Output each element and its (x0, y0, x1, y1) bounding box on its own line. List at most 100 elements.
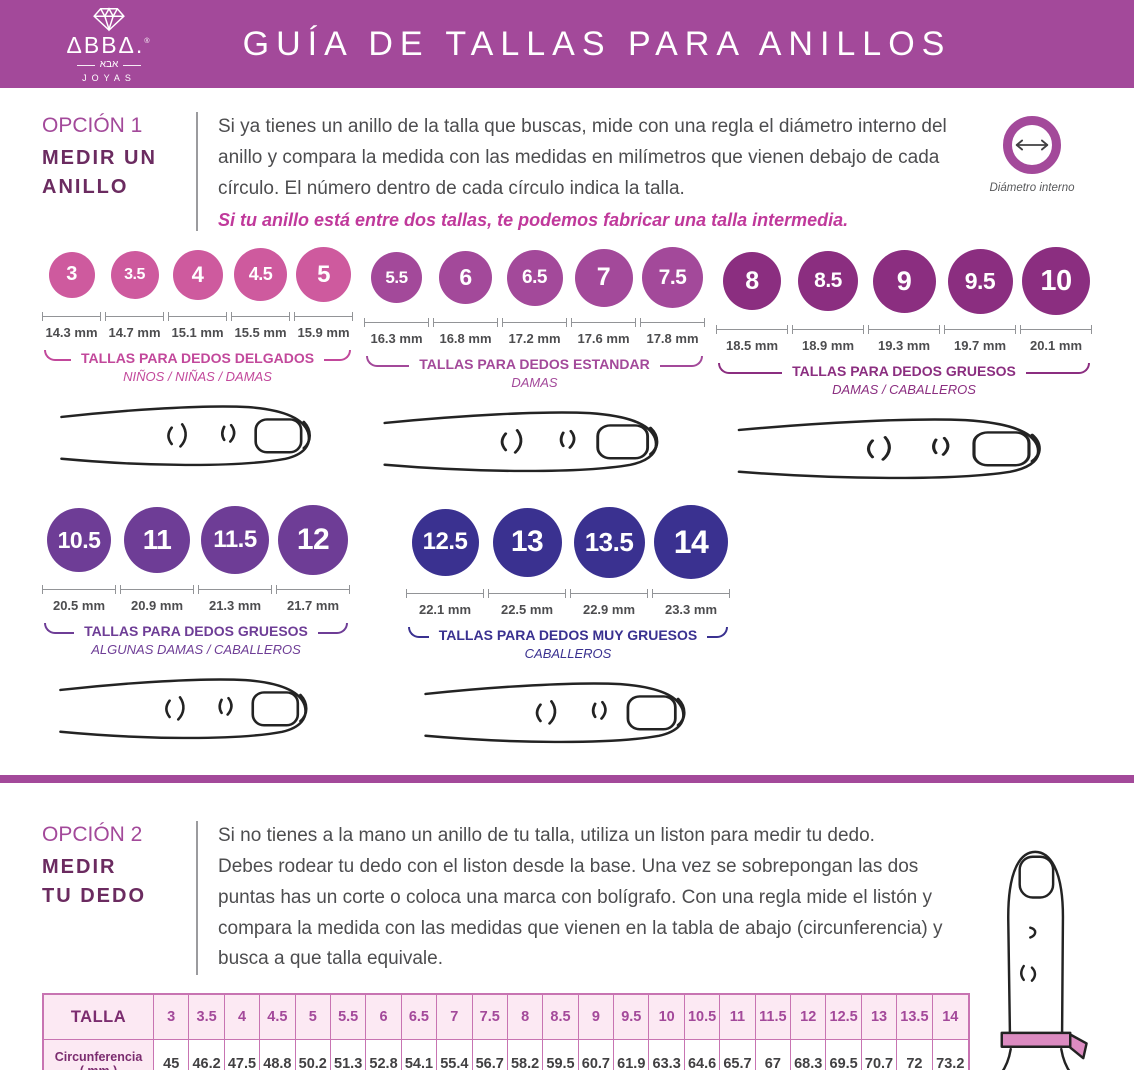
header: ΔBBΔ.® אבא JOYAS GUÍA DE TALLAS PARA ANI… (0, 0, 1134, 88)
size-circle: 12.5 (411, 508, 479, 576)
size-circles-row: 10.5 20.5 mm 11 20.9 mm 11.5 21.3 mm 12 21.7 mm (42, 505, 350, 613)
table-size-cell: 8 (507, 995, 544, 1041)
diameter-bracket (640, 318, 705, 328)
group-label: TALLAS PARA DEDOS MUY GRUESOS (438, 627, 698, 644)
diameter-value: 17.2 mm (508, 331, 561, 347)
brace-hook-left (718, 362, 783, 374)
table-circumference-cell: 68.3 (791, 1040, 827, 1070)
size-circle-box: 14 (654, 505, 728, 580)
size-groups-row-2: 10.5 20.5 mm 11 20.9 mm 11.5 21.3 mm 12 21.7 mm… (0, 505, 1134, 753)
brace-hook-left (44, 349, 71, 361)
table-size-cell: 5 (295, 995, 331, 1041)
size-item: 11.5 21.3 mm (198, 505, 272, 613)
diameter-bracket (502, 318, 567, 328)
table-circumference-cell: 73.2 (932, 1040, 968, 1070)
size-circle: 3 (48, 251, 95, 298)
brace-hook-right (1025, 362, 1091, 374)
table-size-cell: 13.5 (897, 995, 933, 1041)
table-circumference-cell: 67 (755, 1040, 792, 1070)
table-circumference-cell: 63.3 (649, 1040, 685, 1070)
size-circle: 8.5 (798, 251, 858, 312)
table-circumference-cell: 61.9 (614, 1040, 650, 1070)
finger-vertical-drawing (1000, 850, 1088, 1070)
diameter-bracket (792, 325, 864, 335)
size-group-gruesos-2: 10.5 20.5 mm 11 20.9 mm 11.5 21.3 mm 12 21.7 mm… (42, 505, 350, 753)
finger-horizontal-drawing (383, 411, 659, 473)
option2-kicker: OPCIÓN 2 (42, 823, 143, 847)
diameter-value: 19.7 mm (953, 338, 1007, 354)
diameter-value: 15.5 mm (234, 325, 287, 341)
diameter-value: 17.8 mm (646, 331, 699, 347)
size-circle-box: 3.5 (110, 247, 159, 302)
size-item: 7 17.6 mm (571, 247, 636, 346)
table-circumference-cell: 48.8 (260, 1040, 296, 1070)
table-size-cell: 13 (861, 995, 898, 1041)
brace-hook-left (408, 626, 429, 638)
diameter-bracket (716, 325, 788, 335)
size-circle-box: 11.5 (201, 505, 269, 575)
brace-hook-left (366, 355, 410, 367)
size-circle-box: 10.5 (47, 505, 111, 575)
size-group-gruesos: 8 18.5 mm 8.5 18.9 mm 9 19.3 mm 9.5 19.7 mm 10 20… (716, 247, 1092, 489)
diameter-bracket (406, 589, 484, 599)
diameter-value: 17.6 mm (577, 331, 630, 347)
size-circle-box: 9 (872, 247, 936, 315)
table-circumference-cell: 56.7 (472, 1040, 508, 1070)
diameter-bracket (571, 318, 636, 328)
size-circle: 9 (872, 249, 936, 313)
diameter-value: 14.3 mm (45, 325, 98, 341)
size-circle-box: 7 (574, 247, 633, 308)
page-title: GUÍA DE TALLAS PARA ANILLOS (242, 24, 952, 63)
table-size-cell: 11 (720, 995, 756, 1041)
table-circumference-cell: 59.5 (543, 1040, 579, 1070)
size-circle: 10 (1022, 247, 1090, 316)
table-size-cell: 3 (154, 995, 190, 1041)
diameter-bracket (570, 589, 648, 599)
size-circle: 5.5 (371, 252, 422, 304)
brand-logo: ΔBBΔ.® אבא JOYAS (54, 6, 164, 83)
size-item: 12 21.7 mm (276, 505, 350, 613)
table-size-cell: 10 (649, 995, 685, 1041)
size-circle: 5 (296, 247, 351, 303)
size-item: 3.5 14.7 mm (105, 247, 164, 340)
brace-hook-right (317, 622, 349, 634)
diameter-bracket (42, 585, 116, 595)
size-circle-box: 5 (296, 247, 351, 303)
logo-line-right (123, 64, 142, 66)
group-brace: TALLAS PARA DEDOS DELGADOS (42, 349, 353, 367)
size-item: 14 23.3 mm (652, 505, 730, 617)
option1-title-line1: MEDIR UN (42, 147, 157, 169)
finger-ribbon-illustration (980, 821, 1092, 1070)
table-row-header-line2: ( mm ) (80, 1064, 118, 1070)
option1-title: MEDIR UN ANILLO (42, 144, 180, 202)
size-circle-box: 6 (439, 247, 492, 308)
table-size-cell: 12 (791, 995, 827, 1041)
size-circle: 12 (278, 505, 348, 576)
logo-line-left (76, 64, 95, 66)
logo-hebrew-text: אבא (99, 59, 119, 70)
finger-horizontal-drawing (737, 418, 1041, 480)
diameter-bracket (868, 325, 940, 335)
table-circumference-cell: 47.5 (224, 1040, 261, 1070)
diameter-arrow-icon (1015, 139, 1049, 151)
size-item: 4.5 15.5 mm (231, 247, 290, 340)
table-circumference-cell: 70.7 (861, 1040, 898, 1070)
option2-section: OPCIÓN 2 MEDIR TU DEDO Si no tienes a la… (0, 821, 1134, 1070)
size-item: 10 20.1 mm (1020, 247, 1092, 353)
diameter-value: 21.3 mm (208, 598, 262, 614)
table-size-cell: 14 (932, 995, 968, 1041)
size-groups-row-1: 3 14.3 mm 3.5 14.7 mm 4 15.1 mm 4.5 15.5 mm 5 15.… (0, 247, 1134, 489)
table-circumference-cell: 50.2 (295, 1040, 331, 1070)
table-size-cell: 12.5 (826, 995, 862, 1041)
table-circumference-cell: 65.7 (720, 1040, 756, 1070)
group-sublabel: DAMAS (511, 375, 558, 391)
size-circle: 8 (723, 252, 781, 311)
table-size-cell: 11.5 (755, 995, 792, 1041)
group-brace: TALLAS PARA DEDOS GRUESOS (716, 362, 1092, 380)
diameter-value: 15.9 mm (297, 325, 350, 341)
diameter-value: 22.9 mm (582, 602, 636, 618)
size-circles-row: 3 14.3 mm 3.5 14.7 mm 4 15.1 mm 4.5 15.5 mm 5 15.… (42, 247, 353, 340)
size-circles-row: 5.5 16.3 mm 6 16.8 mm 6.5 17.2 mm 7 17.6 mm 7.5 1… (364, 247, 705, 346)
finger-illustration (735, 407, 1073, 489)
